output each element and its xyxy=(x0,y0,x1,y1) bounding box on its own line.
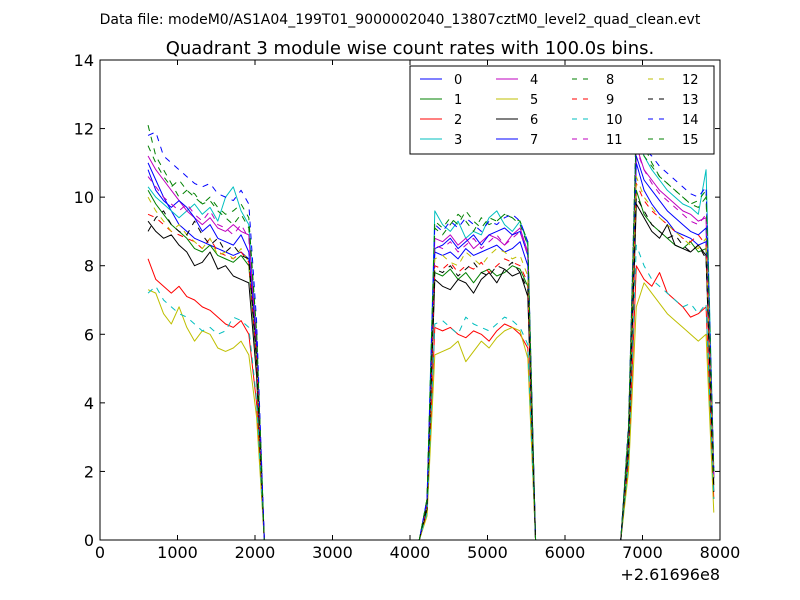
y-tick-label: 6 xyxy=(84,325,94,344)
series-line-3 xyxy=(147,134,715,541)
x-tick-label: 7000 xyxy=(622,543,663,562)
y-tick-label: 0 xyxy=(84,531,94,550)
x-tick-label: 0 xyxy=(95,543,105,562)
x-offset-label: +2.61696e8 xyxy=(620,565,720,584)
legend-label-5: 5 xyxy=(530,93,538,108)
legend-label-8: 8 xyxy=(606,73,614,88)
legend-label-2: 2 xyxy=(454,113,462,128)
x-tick-label: 8000 xyxy=(700,543,741,562)
series-layer xyxy=(147,117,715,541)
x-tick-label: 2000 xyxy=(235,543,276,562)
x-tick-label: 5000 xyxy=(467,543,508,562)
legend-label-15: 15 xyxy=(682,133,699,148)
series-line-8 xyxy=(147,117,715,541)
legend-label-7: 7 xyxy=(530,133,538,148)
x-tick-label: 1000 xyxy=(157,543,198,562)
series-line-5 xyxy=(147,282,715,541)
y-tick-label: 12 xyxy=(74,120,94,139)
series-line-6 xyxy=(147,203,715,541)
series-line-13 xyxy=(147,196,715,541)
y-tick-label: 2 xyxy=(84,462,94,481)
x-tick-label: 6000 xyxy=(545,543,586,562)
series-line-0 xyxy=(147,162,715,541)
x-tick-label: 4000 xyxy=(390,543,431,562)
legend-label-0: 0 xyxy=(454,73,462,88)
legend-label-9: 9 xyxy=(606,93,614,108)
x-tick-label: 3000 xyxy=(312,543,353,562)
series-line-7 xyxy=(147,155,715,541)
legend-label-10: 10 xyxy=(606,113,623,128)
y-tick-label: 14 xyxy=(74,51,94,70)
series-line-14 xyxy=(147,128,715,541)
legend-label-4: 4 xyxy=(530,73,538,88)
legend-label-14: 14 xyxy=(682,113,699,128)
axis-layer: 0 1000 2000 3000 4000 5000 6000 7000 80000246810… xyxy=(74,51,741,562)
series-line-2 xyxy=(147,258,715,541)
legend-label-3: 3 xyxy=(454,133,462,148)
series-line-12 xyxy=(147,176,715,541)
series-line-1 xyxy=(147,189,715,541)
legend-label-1: 1 xyxy=(454,93,462,108)
series-line-11 xyxy=(147,148,715,541)
data-file-title: Data file: modeM0/AS1A04_199T01_90000020… xyxy=(100,12,701,28)
legend-label-11: 11 xyxy=(606,133,623,148)
series-line-10 xyxy=(147,244,715,541)
chart-title: Quadrant 3 module wise count rates with … xyxy=(166,38,655,59)
legend-label-13: 13 xyxy=(682,93,699,108)
y-tick-label: 10 xyxy=(74,188,94,207)
legend-label-12: 12 xyxy=(682,73,699,88)
y-tick-label: 4 xyxy=(84,394,94,413)
y-tick-label: 8 xyxy=(84,257,94,276)
legend-label-6: 6 xyxy=(530,113,538,128)
series-line-4 xyxy=(147,145,715,541)
